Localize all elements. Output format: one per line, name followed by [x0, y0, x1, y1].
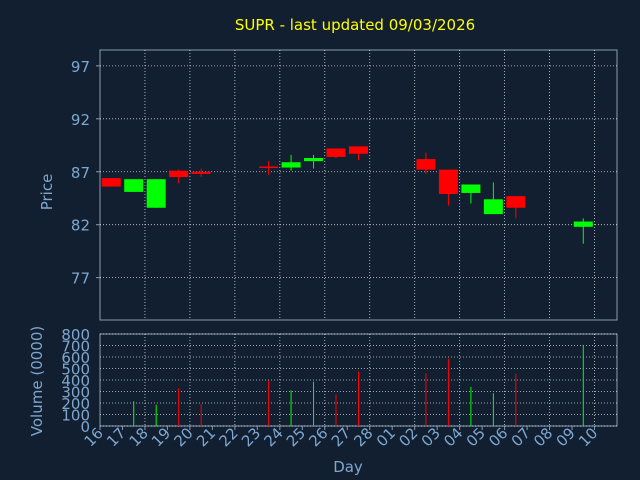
candle-body	[101, 178, 121, 187]
candle-body	[461, 184, 481, 193]
volume-tick-label: 100	[61, 407, 90, 425]
day-tick-label: 10	[575, 424, 601, 450]
candle-03	[438, 169, 458, 206]
candle-05	[483, 182, 503, 215]
candle-body	[124, 179, 144, 192]
candle-27	[349, 146, 368, 161]
volume-tick-label: 600	[61, 349, 90, 367]
price-tick-label: 77	[71, 270, 90, 288]
volume-tick-label: 800	[61, 326, 90, 344]
chart-title: SUPR - last updated 09/03/2026	[235, 16, 475, 34]
candle-19	[169, 169, 189, 184]
candle-26	[326, 148, 346, 158]
volume-tick-label: 400	[61, 372, 90, 390]
candle-body	[506, 196, 526, 208]
price-tick-label: 92	[71, 111, 90, 129]
candle-body	[281, 162, 301, 168]
candle-body	[326, 148, 346, 157]
candle-17	[124, 179, 144, 192]
candle-02	[416, 152, 436, 174]
candle-body	[438, 169, 458, 194]
candle-body	[573, 221, 593, 227]
candle-16	[101, 178, 121, 187]
candle-06	[506, 196, 526, 219]
candle-04	[461, 184, 481, 204]
volume-tick-label: 300	[61, 384, 90, 402]
price-tick-label: 97	[71, 58, 90, 76]
candle-body	[349, 146, 368, 154]
candle-body	[483, 199, 503, 215]
volume-tick-label: 200	[61, 395, 90, 413]
volume-tick-label: 0	[80, 418, 90, 436]
price-grid	[100, 50, 617, 320]
candle-body	[169, 170, 189, 178]
candle-23	[259, 161, 279, 175]
price-plot-frame	[99, 49, 618, 321]
candle-body	[259, 166, 279, 168]
candle-09	[573, 218, 593, 244]
candle-body	[416, 159, 436, 170]
price-tick-label: 87	[71, 164, 90, 182]
volume-tick-label: 700	[61, 338, 90, 356]
candle-24	[281, 154, 301, 171]
day-x-ticks: 1617181920212223242526272801020304050607…	[81, 424, 602, 450]
price-tick-label: 82	[71, 217, 90, 235]
price-axis-label: Price	[38, 174, 56, 211]
candle-body	[146, 179, 166, 208]
candle-20	[191, 168, 211, 178]
candle-18	[146, 179, 166, 208]
volume-tick-label: 500	[61, 361, 90, 379]
price-panel: 77 82 87 92 97 Price	[38, 49, 618, 321]
price-y-ticks: 77 82 87 92 97	[71, 58, 100, 288]
candle-body	[191, 171, 211, 174]
candlesticks	[101, 146, 593, 244]
volume-bars	[133, 344, 584, 426]
candle-body	[304, 158, 324, 162]
day-axis-label: Day	[333, 458, 363, 476]
volume-axis-label: Volume (0000)	[28, 326, 46, 436]
candle-25	[304, 154, 324, 169]
